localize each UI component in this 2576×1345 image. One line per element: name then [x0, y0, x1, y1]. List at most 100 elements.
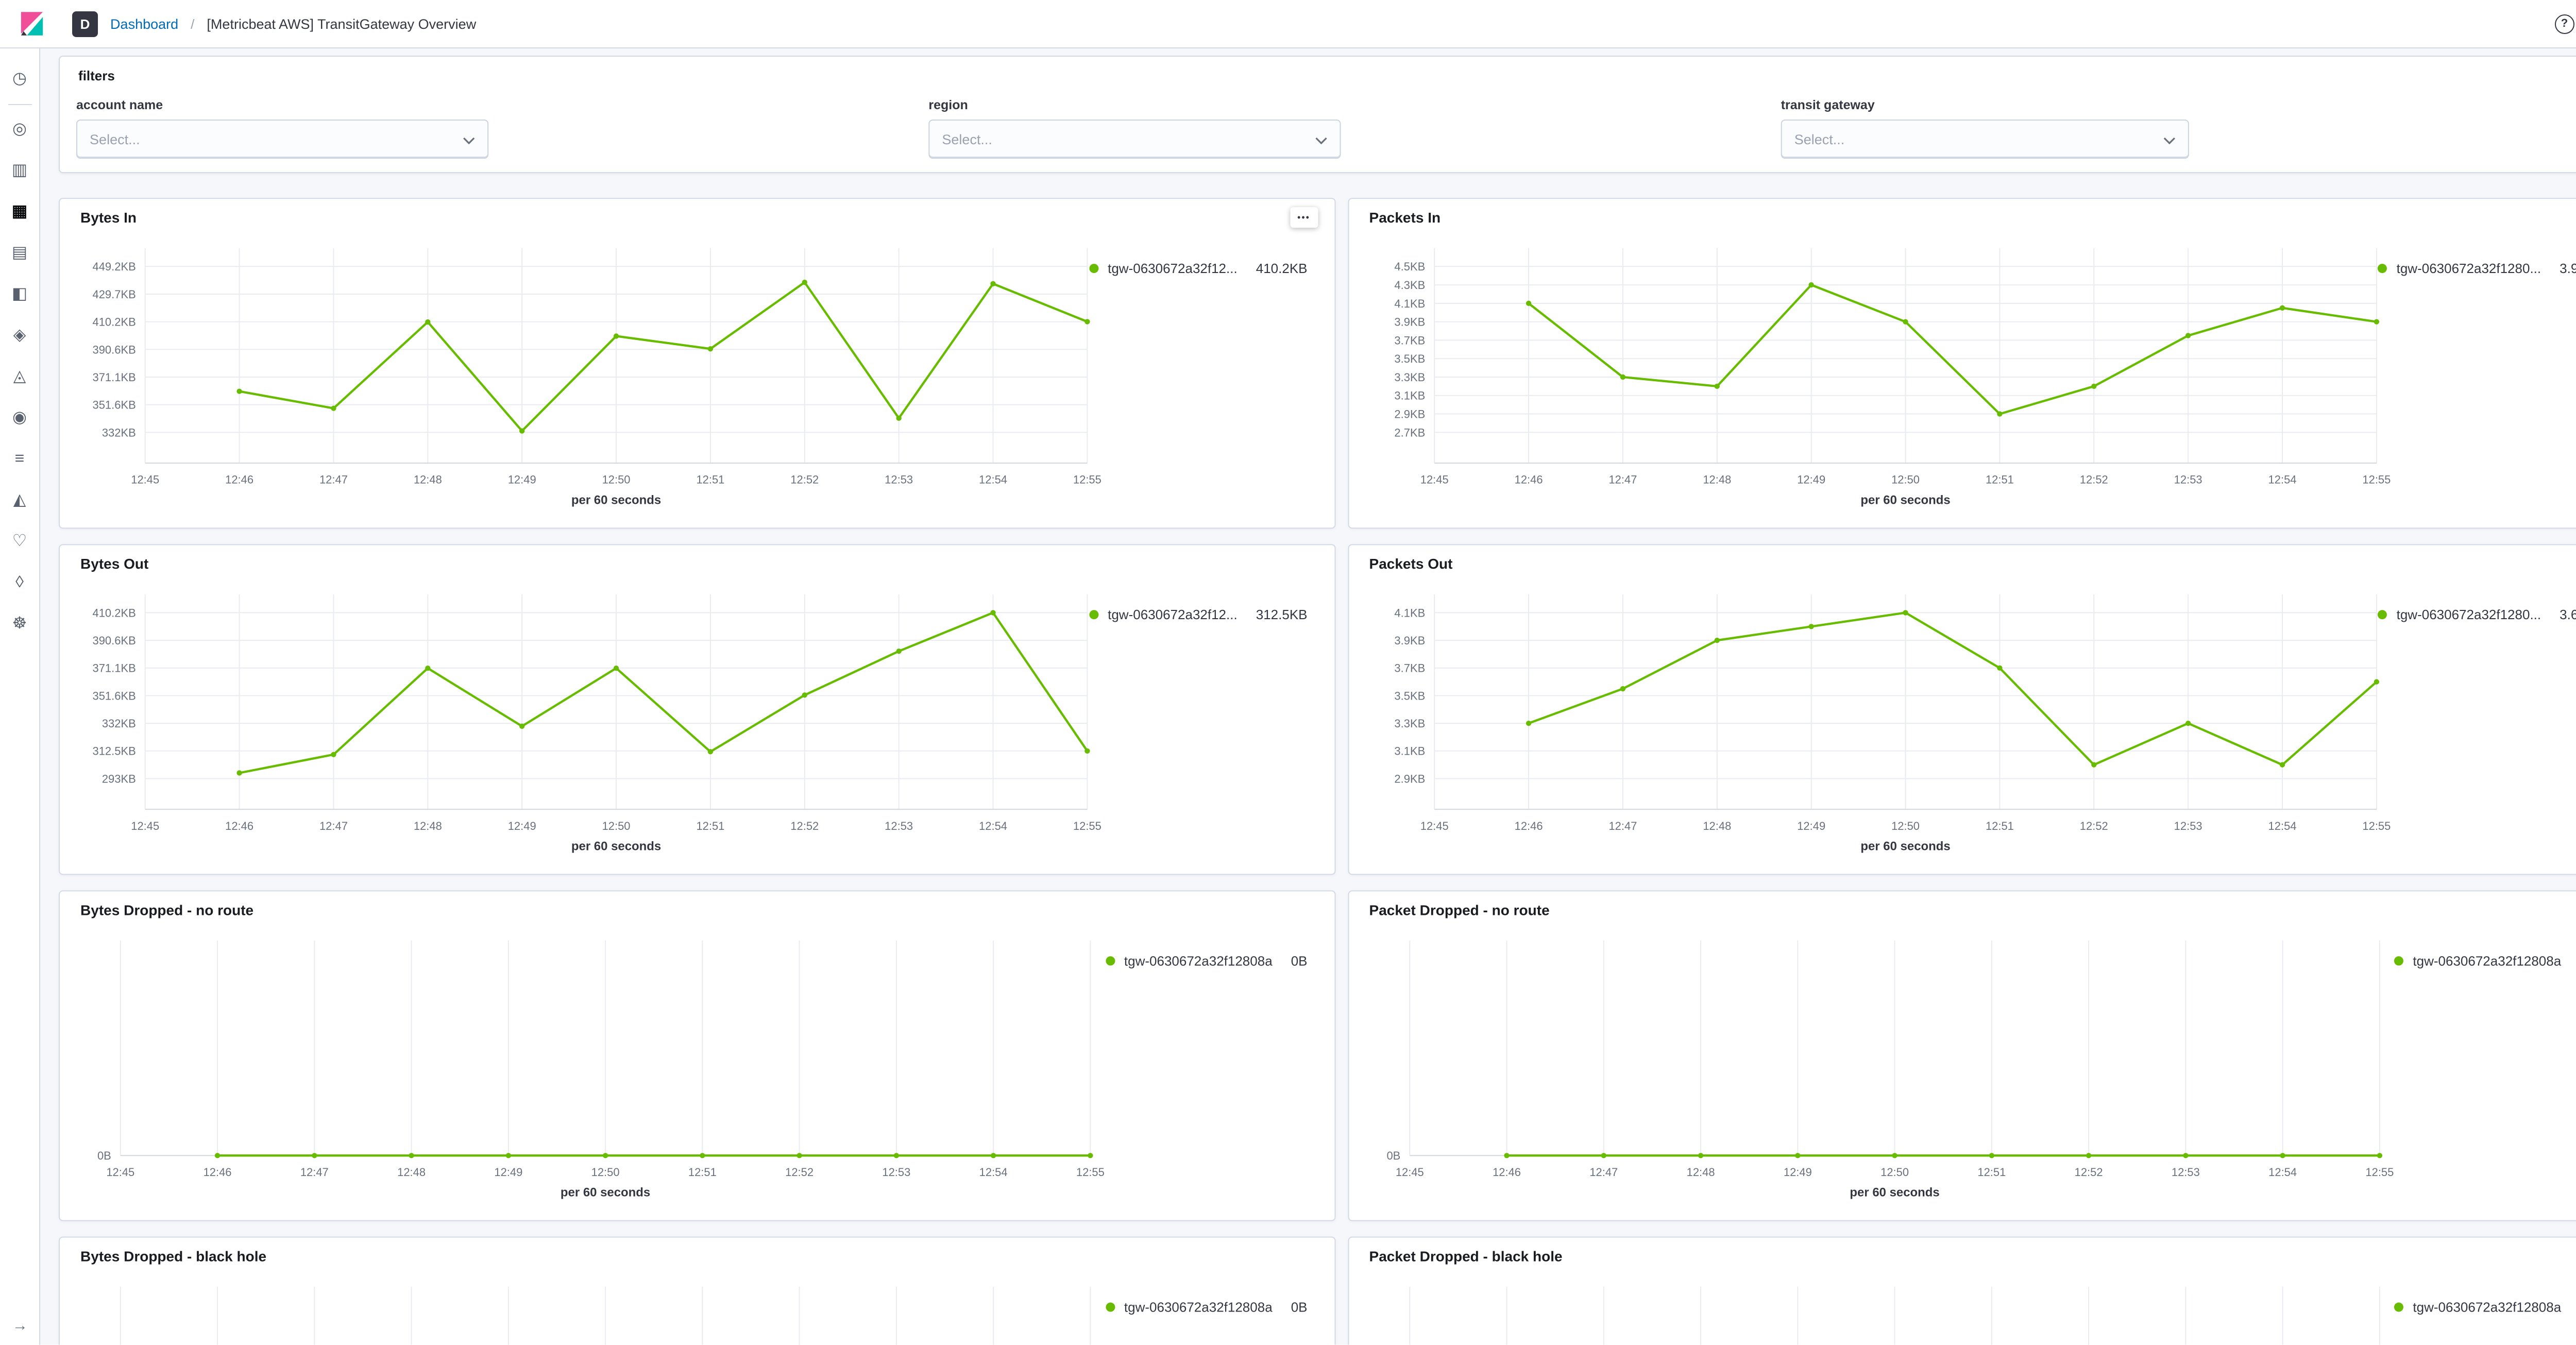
- transit-gateway-select[interactable]: [1781, 120, 2189, 159]
- apm-icon[interactable]: ◭: [13, 491, 26, 509]
- chart-panel: Bytes Dropped - black hole tgw-0630672a3…: [59, 1236, 1335, 1345]
- svg-text:429.7KB: 429.7KB: [93, 288, 136, 301]
- transit-gateway-label: transit gateway: [1781, 98, 1875, 113]
- chart-legend[interactable]: tgw-0630672a32f1280... 3.9KB: [2378, 261, 2576, 276]
- svg-text:12:51: 12:51: [1985, 473, 2013, 486]
- line-chart: 2.9KB 3.1KB 3.3KB 3.5KB 3.7KB 3.9KB 4.1KB 12:45…: [1394, 594, 2390, 854]
- account-name-label: account name: [76, 98, 163, 113]
- legend-dot-icon: [2378, 264, 2387, 274]
- svg-text:12:54: 12:54: [979, 473, 1007, 486]
- line-chart: 2.7KB 2.9KB 3.1KB 3.3KB 3.5KB 3.7KB 3.9KB 4.1KB…: [1394, 248, 2390, 507]
- svg-text:12:54: 12:54: [2268, 820, 2296, 832]
- dashboard-main: filters account name region transit gate…: [40, 48, 2576, 1345]
- filters-title: filters: [78, 68, 115, 84]
- chart-legend[interactable]: tgw-0630672a32f12... 312.5KB: [1089, 607, 1308, 623]
- chart-legend[interactable]: tgw-0630672a32f1280... 3.6KB: [2378, 607, 2576, 622]
- chart-title: Bytes In: [80, 209, 137, 226]
- svg-text:12:54: 12:54: [979, 820, 1007, 832]
- canvas-icon[interactable]: ◧: [11, 285, 28, 303]
- region-input[interactable]: [929, 121, 1340, 158]
- svg-text:12:50: 12:50: [602, 473, 631, 486]
- security-icon[interactable]: ◊: [15, 574, 24, 592]
- collapse-menu-icon[interactable]: →: [12, 1317, 28, 1335]
- svg-text:3.9KB: 3.9KB: [1394, 634, 1425, 647]
- region-select[interactable]: [928, 120, 1341, 159]
- uptime-icon[interactable]: ♡: [12, 533, 27, 551]
- observability-icon[interactable]: ◎: [12, 121, 27, 139]
- line-chart: 0B12:4512:4612:4712:4812:4912:5012:5112:…: [120, 1286, 1091, 1345]
- svg-text:12:46: 12:46: [225, 473, 253, 486]
- visualize-icon[interactable]: ▥: [11, 162, 28, 180]
- svg-text:410.2KB: 410.2KB: [93, 606, 136, 619]
- svg-text:12:49: 12:49: [508, 820, 536, 832]
- chevron-down-icon: [463, 137, 475, 145]
- chart-legend[interactable]: tgw-0630672a32f12808a 0B: [1105, 1300, 1308, 1315]
- svg-text:12:52: 12:52: [785, 1166, 814, 1179]
- svg-text:410.2KB: 410.2KB: [93, 316, 136, 329]
- svg-text:12:54: 12:54: [2268, 1166, 2296, 1179]
- logs-icon[interactable]: ≡: [14, 450, 25, 468]
- svg-text:371.1KB: 371.1KB: [93, 371, 136, 384]
- account-name-input[interactable]: [77, 121, 488, 158]
- svg-text:12:49: 12:49: [1783, 1166, 1811, 1179]
- chart-panel: Packet Dropped - black hole tgw-0630672a…: [1347, 1236, 2576, 1345]
- svg-text:0B: 0B: [1386, 1149, 1400, 1162]
- app-sidebar: → ◷ ◎ ▥ ▦ ▤ ◧ ◈ ◬ ◉ ≡ ◭ ♡ ◊ ☸: [0, 48, 41, 1345]
- svg-text:12:48: 12:48: [397, 1166, 426, 1179]
- svg-text:12:46: 12:46: [1514, 473, 1543, 486]
- chart-legend[interactable]: tgw-0630672a32f12... 410.2KB: [1089, 261, 1308, 277]
- chevron-down-icon: [2163, 137, 2175, 145]
- svg-text:3.7KB: 3.7KB: [1394, 334, 1425, 347]
- transit-gateway-input[interactable]: [1782, 121, 2188, 158]
- account-name-select[interactable]: [76, 120, 489, 159]
- svg-text:12:49: 12:49: [1797, 820, 1825, 832]
- legend-dot-icon: [1105, 1302, 1115, 1312]
- svg-text:12:46: 12:46: [1492, 1166, 1520, 1179]
- svg-text:12:50: 12:50: [1880, 1166, 1908, 1179]
- chart-legend[interactable]: tgw-0630672a32f12808a 0B: [2394, 1300, 2576, 1315]
- maps-icon[interactable]: ◈: [13, 327, 26, 345]
- chart-title: Packets Out: [1369, 555, 1453, 572]
- chart-legend[interactable]: tgw-0630672a32f12808a 0B: [2394, 953, 2576, 968]
- chart-legend[interactable]: tgw-0630672a32f12808a 0B: [1105, 953, 1308, 969]
- svg-text:390.6KB: 390.6KB: [93, 634, 136, 647]
- breadcrumb-dashboard-link[interactable]: Dashboard: [110, 16, 179, 32]
- svg-text:351.6KB: 351.6KB: [93, 399, 136, 412]
- svg-text:12:48: 12:48: [1702, 820, 1731, 832]
- help-icon[interactable]: ?: [2554, 14, 2574, 34]
- svg-text:12:48: 12:48: [414, 820, 442, 832]
- svg-text:per 60 seconds: per 60 seconds: [571, 840, 661, 854]
- chart-panel: Bytes In ••• tgw-0630672a32f12... 410.2K…: [59, 198, 1335, 529]
- kibana-logo[interactable]: [19, 10, 45, 37]
- legend-series-name: tgw-0630672a32f1280...: [2396, 607, 2541, 623]
- svg-text:3.1KB: 3.1KB: [1394, 745, 1425, 758]
- svg-text:12:45: 12:45: [1420, 473, 1448, 486]
- svg-text:12:52: 12:52: [2074, 1166, 2103, 1179]
- filter-transit-gateway: transit gateway: [1781, 98, 2189, 159]
- svg-text:12:47: 12:47: [1589, 1166, 1617, 1179]
- svg-text:12:55: 12:55: [2362, 473, 2390, 486]
- graph-icon[interactable]: ◉: [12, 409, 27, 427]
- panel-options-button[interactable]: •••: [1290, 207, 1318, 228]
- svg-text:12:47: 12:47: [300, 1166, 329, 1179]
- charts-grid: Bytes In ••• tgw-0630672a32f12... 410.2K…: [59, 198, 2576, 1345]
- legend-series-name: tgw-0630672a32f12808a: [1124, 953, 1273, 969]
- svg-text:12:52: 12:52: [2079, 820, 2108, 832]
- svg-text:351.6KB: 351.6KB: [93, 689, 136, 702]
- line-chart: 0B12:4512:4612:4712:4812:4912:5012:5112:…: [1409, 1286, 2380, 1345]
- recently-viewed-icon[interactable]: ◷: [12, 70, 27, 88]
- line-chart: 293KB 312.5KB 332KB 351.6KB 371.1KB 390.6KB 41…: [93, 594, 1101, 854]
- stack-management-icon[interactable]: ☸: [12, 615, 27, 633]
- legend-series-value: 312.5KB: [1256, 607, 1308, 623]
- dashboard-icon[interactable]: ▦: [11, 203, 28, 221]
- svg-text:12:47: 12:47: [1608, 820, 1636, 832]
- legend-series-name: tgw-0630672a32f12...: [1108, 607, 1238, 623]
- line-chart: 332KB 351.6KB 371.1KB 390.6KB 410.2KB 429.7KB…: [93, 248, 1101, 507]
- machine-learning-icon[interactable]: ◬: [13, 368, 26, 386]
- metrics-icon[interactable]: ▤: [11, 244, 28, 262]
- svg-text:12:55: 12:55: [1073, 820, 1101, 832]
- legend-series-value: 0B: [1291, 953, 1308, 969]
- legend-series-name: tgw-0630672a32f12...: [1108, 261, 1238, 277]
- chart-title: Packets In: [1369, 209, 1441, 226]
- svg-text:12:53: 12:53: [2174, 820, 2202, 832]
